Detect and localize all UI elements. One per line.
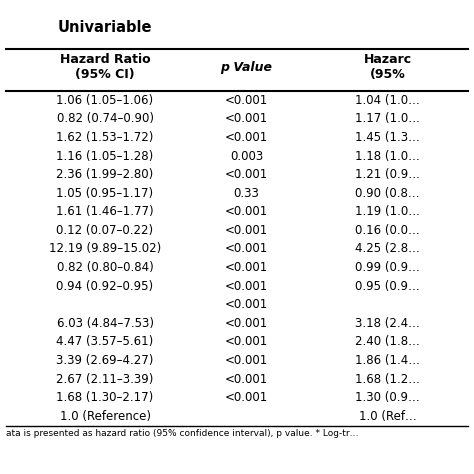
Text: 2.67 (2.11–3.39): 2.67 (2.11–3.39) (56, 373, 154, 386)
Text: <0.001: <0.001 (225, 168, 268, 181)
Text: 0.33: 0.33 (234, 187, 259, 200)
Text: 12.19 (9.89–15.02): 12.19 (9.89–15.02) (49, 243, 161, 255)
Text: 1.0 (Reference): 1.0 (Reference) (60, 410, 151, 423)
Text: <0.001: <0.001 (225, 205, 268, 219)
Text: 1.19 (1.0…: 1.19 (1.0… (356, 205, 420, 219)
Text: <0.001: <0.001 (225, 373, 268, 386)
Text: <0.001: <0.001 (225, 336, 268, 348)
Text: 0.94 (0.92–0.95): 0.94 (0.92–0.95) (56, 280, 154, 292)
Text: <0.001: <0.001 (225, 354, 268, 367)
Text: 4.47 (3.57–5.61): 4.47 (3.57–5.61) (56, 336, 154, 348)
Text: 0.90 (0.8…: 0.90 (0.8… (356, 187, 420, 200)
Text: 1.16 (1.05–1.28): 1.16 (1.05–1.28) (56, 149, 154, 163)
Text: 4.25 (2.8…: 4.25 (2.8… (356, 243, 420, 255)
Text: 0.12 (0.07–0.22): 0.12 (0.07–0.22) (56, 224, 154, 237)
Text: 3.18 (2.4…: 3.18 (2.4… (356, 317, 420, 330)
Text: <0.001: <0.001 (225, 224, 268, 237)
Text: 1.0 (Ref…: 1.0 (Ref… (359, 410, 417, 423)
Text: 1.68 (1.30–2.17): 1.68 (1.30–2.17) (56, 391, 154, 404)
Text: <0.001: <0.001 (225, 131, 268, 144)
Text: 0.95 (0.9…: 0.95 (0.9… (356, 280, 420, 292)
Text: 0.99 (0.9…: 0.99 (0.9… (356, 261, 420, 274)
Text: 0.82 (0.74–0.90): 0.82 (0.74–0.90) (56, 112, 154, 125)
Text: p Value: p Value (220, 61, 273, 74)
Text: 1.06 (1.05–1.06): 1.06 (1.05–1.06) (56, 94, 154, 107)
Text: 1.68 (1.2…: 1.68 (1.2… (356, 373, 420, 386)
Text: 1.04 (1.0…: 1.04 (1.0… (356, 94, 420, 107)
Text: ata is presented as hazard ratio (95% confidence interval), p value. * Log-tr…: ata is presented as hazard ratio (95% co… (6, 429, 359, 438)
Text: <0.001: <0.001 (225, 112, 268, 125)
Text: 1.18 (1.0…: 1.18 (1.0… (356, 149, 420, 163)
Text: Hazard Ratio
(95% CI): Hazard Ratio (95% CI) (60, 54, 150, 82)
Text: <0.001: <0.001 (225, 317, 268, 330)
Text: 1.21 (0.9…: 1.21 (0.9… (356, 168, 420, 181)
Text: 1.62 (1.53–1.72): 1.62 (1.53–1.72) (56, 131, 154, 144)
Text: 3.39 (2.69–4.27): 3.39 (2.69–4.27) (56, 354, 154, 367)
Text: 0.82 (0.80–0.84): 0.82 (0.80–0.84) (57, 261, 154, 274)
Text: 1.86 (1.4…: 1.86 (1.4… (356, 354, 420, 367)
Text: <0.001: <0.001 (225, 94, 268, 107)
Text: 2.36 (1.99–2.80): 2.36 (1.99–2.80) (56, 168, 154, 181)
Text: Hazarc
(95%: Hazarc (95% (364, 54, 412, 82)
Text: 0.003: 0.003 (230, 149, 263, 163)
Text: <0.001: <0.001 (225, 261, 268, 274)
Text: 1.05 (0.95–1.17): 1.05 (0.95–1.17) (56, 187, 154, 200)
Text: <0.001: <0.001 (225, 298, 268, 311)
Text: 1.61 (1.46–1.77): 1.61 (1.46–1.77) (56, 205, 154, 219)
Text: <0.001: <0.001 (225, 243, 268, 255)
Text: <0.001: <0.001 (225, 391, 268, 404)
Text: Univariable: Univariable (58, 19, 152, 35)
Text: 0.16 (0.0…: 0.16 (0.0… (356, 224, 420, 237)
Text: 6.03 (4.84–7.53): 6.03 (4.84–7.53) (56, 317, 154, 330)
Text: 1.17 (1.0…: 1.17 (1.0… (356, 112, 420, 125)
Text: 1.30 (0.9…: 1.30 (0.9… (356, 391, 420, 404)
Text: <0.001: <0.001 (225, 280, 268, 292)
Text: 1.45 (1.3…: 1.45 (1.3… (356, 131, 420, 144)
Text: 2.40 (1.8…: 2.40 (1.8… (356, 336, 420, 348)
